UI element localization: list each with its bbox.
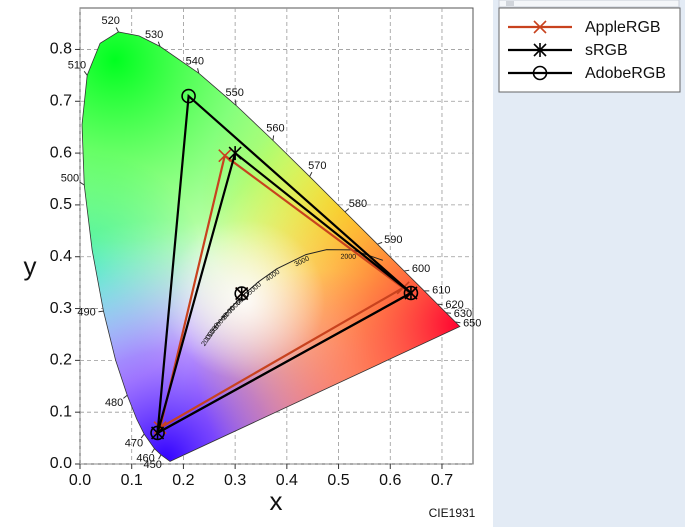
wavelength-tick — [377, 241, 383, 245]
wavelength-label: 470 — [125, 438, 143, 450]
scroll-thumb[interactable] — [506, 1, 514, 6]
wavelength-tick — [309, 171, 313, 177]
temperature-label: 2000 — [340, 254, 356, 261]
x-tick-label: 0.2 — [172, 472, 194, 489]
wavelength-label: 510 — [68, 60, 86, 72]
gamut-triangle — [156, 93, 413, 435]
y-tick-label: 0.0 — [50, 455, 72, 472]
wavelength-tick — [272, 135, 275, 141]
marker-stroke — [533, 20, 547, 34]
marker — [403, 285, 419, 301]
legend-label: AppleRGB — [585, 19, 661, 36]
wavelength-label: 460 — [136, 453, 154, 465]
y-tick-label: 0.1 — [50, 403, 72, 420]
wavelength-label: 630 — [454, 308, 472, 320]
y-tick-label: 0.5 — [50, 196, 72, 213]
x-tick-label: 0.6 — [379, 472, 401, 489]
wavelength-label: 530 — [145, 29, 163, 41]
x-axis-label: x — [270, 486, 283, 516]
marker — [234, 286, 249, 301]
x-tick-label: 0.1 — [121, 472, 143, 489]
wavelength-label: 610 — [432, 285, 450, 297]
marker — [235, 286, 249, 301]
wavelength-tick — [344, 208, 350, 213]
marker-circle — [403, 285, 419, 301]
wavelength-tick — [455, 321, 461, 324]
marker — [532, 65, 548, 81]
wavelength-label: 650 — [463, 318, 481, 330]
y-tick-label: 0.4 — [50, 248, 72, 265]
wavelength-label: 540 — [186, 55, 204, 67]
wavelength-label: 550 — [225, 87, 243, 99]
wavelength-tick — [79, 181, 85, 186]
x-tick-label: 0.0 — [69, 472, 91, 489]
marker — [228, 146, 242, 161]
x-tick-label: 0.3 — [224, 472, 246, 489]
marker — [533, 20, 547, 34]
wavelength-tick — [157, 41, 161, 47]
wavelength-label: 480 — [105, 397, 123, 409]
wavelength-tick — [98, 310, 104, 313]
wavelength-tick — [140, 433, 145, 439]
y-tick-label: 0.8 — [50, 41, 72, 58]
wavelength-tick — [158, 454, 162, 460]
wavelength-label: 560 — [266, 122, 284, 134]
wavelength-tick — [197, 68, 200, 74]
marker-circle — [150, 425, 165, 441]
marker — [533, 43, 547, 57]
footer: CIE1931 — [429, 506, 476, 520]
scrollbar[interactable] — [498, 0, 680, 8]
wavelength-tick — [123, 394, 128, 399]
planckian-locus — [212, 249, 384, 331]
wavelength-label: 570 — [308, 160, 326, 172]
marker-circle — [532, 65, 548, 81]
marker — [218, 149, 232, 163]
wavelength-tick — [115, 27, 119, 33]
y-tick-label: 0.7 — [50, 92, 72, 109]
wavelength-label: 450 — [144, 459, 162, 471]
wavelength-tick — [446, 312, 452, 314]
y-axis-label: y — [24, 251, 37, 281]
wavelength-label: 490 — [77, 307, 95, 319]
legend-label: AdobeRGB — [585, 65, 666, 82]
wavelength-label: 600 — [412, 263, 430, 275]
marker-circle — [181, 88, 196, 104]
x-tick-label: 0.7 — [431, 472, 453, 489]
y-tick-label: 0.2 — [50, 352, 72, 369]
wavelength-tick — [83, 70, 88, 76]
wavelength-label: 500 — [61, 172, 79, 184]
wavelength-label: 620 — [445, 299, 463, 311]
wavelength-tick — [404, 269, 410, 272]
wavelength-label: 520 — [102, 15, 120, 27]
legend-label: sRGB — [585, 42, 628, 59]
marker-stroke — [218, 149, 232, 163]
marker — [150, 425, 165, 441]
x-tick-label: 0.4 — [276, 472, 298, 489]
x-tick-label: 0.5 — [327, 472, 349, 489]
legend-entries: AppleRGB sRGB AdobeRGB — [508, 19, 666, 82]
marker-circle — [234, 286, 249, 301]
marker — [181, 88, 196, 104]
spectral-locus — [81, 31, 461, 462]
wavelength-label: 590 — [384, 234, 402, 246]
wavelength-tick — [151, 448, 155, 454]
gamut-triangle — [158, 153, 406, 430]
y-tick-label: 0.3 — [50, 300, 72, 317]
y-tick-label: 0.6 — [50, 144, 72, 161]
wavelength-label: 580 — [349, 198, 367, 210]
